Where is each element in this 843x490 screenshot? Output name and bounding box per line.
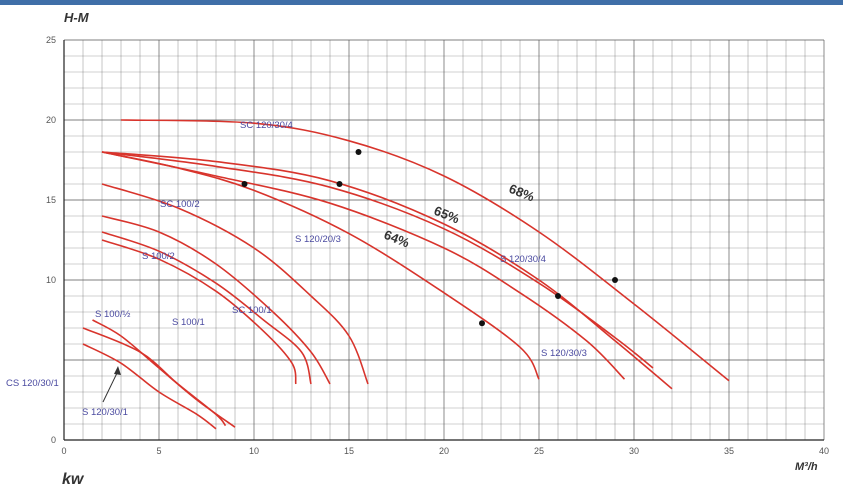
efficiency-point: [612, 277, 618, 283]
curve-label-s-100-1: S 100/1: [172, 317, 205, 328]
performance-curve: [101, 151, 626, 380]
curve-label-s-100-2: S 100/2: [142, 251, 175, 262]
efficiency-point: [555, 293, 561, 299]
performance-curve: [101, 151, 654, 369]
y-tick-label: 10: [46, 275, 56, 285]
curve-label-cs-120-30-1: CS 120/30/1: [6, 378, 59, 389]
arrow-line: [102, 370, 119, 403]
efficiency-point: [241, 181, 248, 187]
x-axis-title: M³/h: [795, 461, 818, 473]
y-tick-labels: 0 10 15 20 25: [46, 35, 56, 445]
efficiency-point: [355, 149, 362, 155]
curve-label-s-120-30-4: S 120/30/4: [500, 254, 546, 265]
x-tick-label: 25: [534, 446, 544, 456]
performance-curve: [101, 215, 331, 385]
x-tick-label: 10: [249, 446, 259, 456]
performance-curve: [101, 151, 540, 380]
curve-label-sc-100-2: SC 100/2: [160, 199, 200, 210]
curve-label-s-120-30-3: S 120/30/3: [541, 348, 587, 359]
pointer-arrow: [102, 366, 121, 403]
x-tick-label: 20: [439, 446, 449, 456]
y-tick-label: 25: [46, 35, 56, 45]
axes: [63, 40, 824, 441]
grid-lines: [63, 39, 825, 441]
efficiency-point: [336, 181, 343, 187]
x-tick-label: 0: [61, 446, 66, 456]
performance-curve: [82, 343, 217, 430]
curve-label-s-120-30-1: S 120/30/1: [82, 407, 128, 418]
y-tick-label: 15: [46, 195, 56, 205]
x-tick-label: 40: [819, 446, 829, 456]
performance-curve: [101, 151, 673, 390]
curve-label-sc-120-30-4: SC 120/30/4: [240, 120, 293, 131]
x-tick-label: 5: [156, 446, 161, 456]
arrow-head: [114, 366, 121, 375]
performance-curve: [101, 239, 297, 385]
power-axis-title: kw: [62, 471, 85, 488]
curve-label-s-100-half: S 100/½: [95, 309, 130, 320]
y-tick-label: 20: [46, 115, 56, 125]
curve-labels: SC 120/30/4 SC 100/2 S 120/20/3 S 120/30…: [6, 120, 587, 418]
performance-curve: [82, 327, 227, 427]
y-axis-title: H-M: [64, 10, 90, 25]
x-tick-label: 15: [344, 446, 354, 456]
y-tick-label: 0: [51, 435, 56, 445]
efficiency-label-68: 68%: [507, 181, 537, 205]
curve-label-sc-100-1: SC 100/1: [232, 305, 272, 316]
x-tick-labels: 0 5 10 15 20 25 30 35 40: [61, 446, 829, 456]
x-tick-label: 30: [629, 446, 639, 456]
top-accent-bar: [0, 0, 843, 5]
x-tick-label: 35: [724, 446, 734, 456]
efficiency-label-65: 65%: [432, 203, 462, 227]
performance-curve: [101, 183, 369, 385]
performance-curves: [82, 119, 730, 430]
curve-label-s-120-20-3: S 120/20/3: [295, 234, 341, 245]
efficiency-points: [241, 149, 618, 327]
performance-curve: [120, 119, 730, 382]
efficiency-point: [479, 320, 485, 327]
performance-curve: [101, 231, 312, 385]
efficiency-label-64: 64%: [382, 227, 412, 251]
